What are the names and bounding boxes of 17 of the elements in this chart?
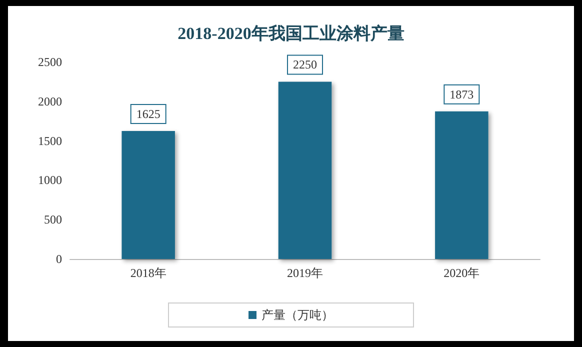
- data-label: 1873: [450, 87, 474, 102]
- y-tick-label: 0: [56, 252, 62, 266]
- legend-label: 产量（万吨）: [262, 308, 334, 322]
- x-tick-label: 2020年: [444, 266, 480, 280]
- y-tick-label: 2000: [38, 94, 62, 108]
- x-tick-label: 2018年: [130, 266, 166, 280]
- y-tick-label: 500: [44, 212, 62, 227]
- bar: [122, 130, 175, 259]
- y-tick-label: 1000: [38, 173, 62, 188]
- y-tick-label: 2500: [38, 55, 62, 69]
- bar: [435, 111, 488, 259]
- data-label: 1625: [136, 106, 160, 121]
- x-tick-label: 2019年: [287, 266, 323, 280]
- data-label: 2250: [293, 58, 317, 72]
- chart-title: 2018-2020年我国工业涂料产量: [178, 24, 404, 43]
- bar: [278, 82, 332, 259]
- y-tick-label: 1500: [38, 134, 62, 148]
